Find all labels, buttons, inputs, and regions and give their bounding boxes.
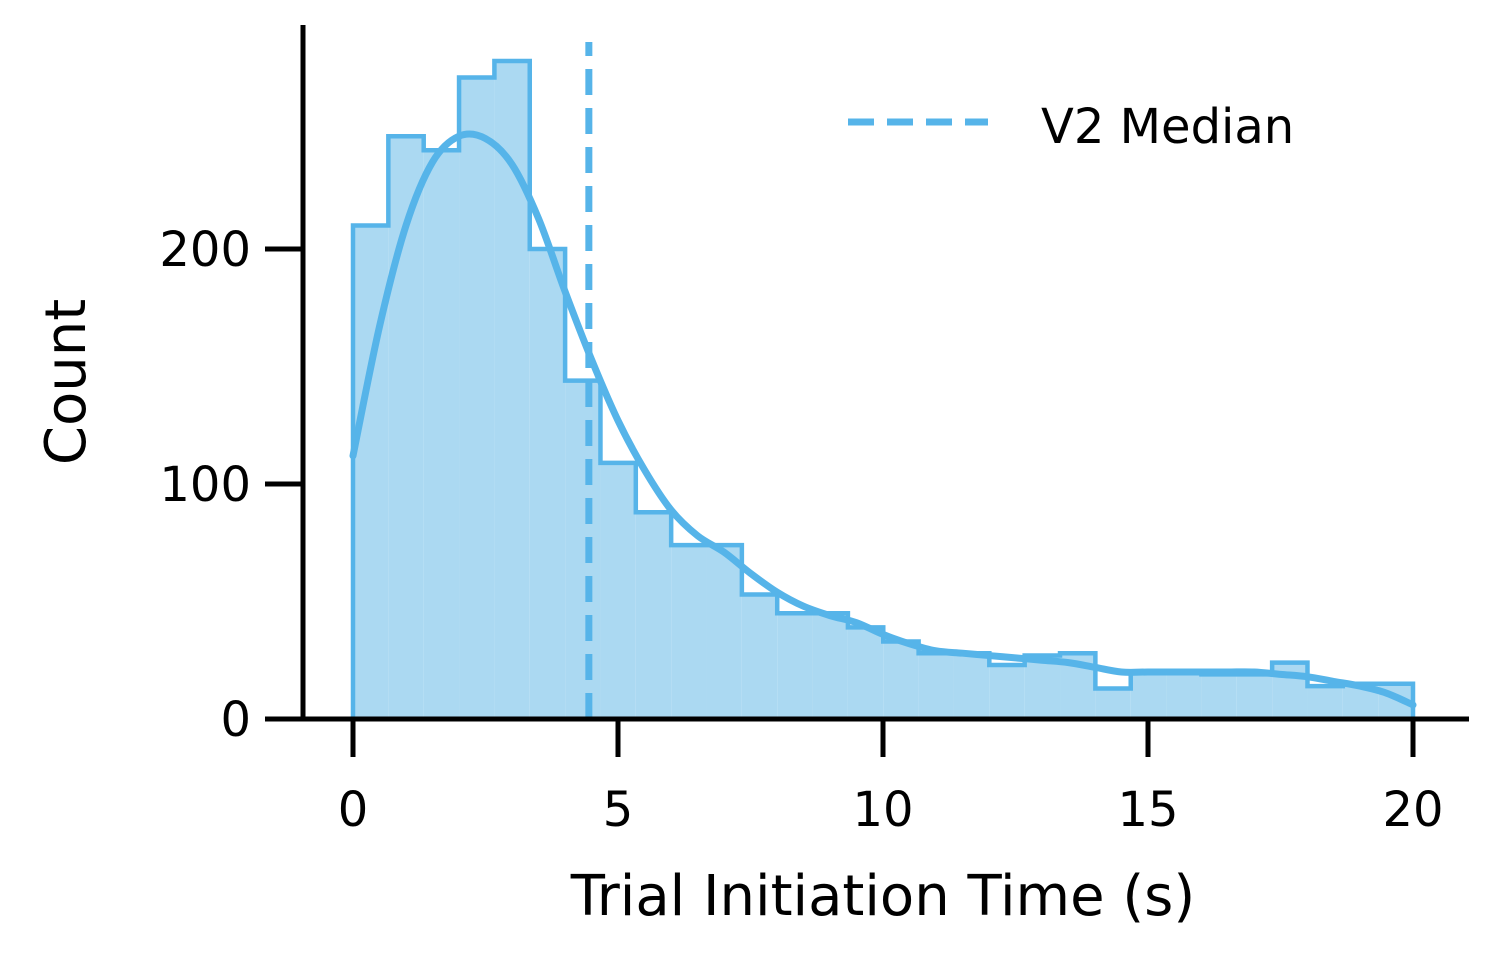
y-tick-label: 100 — [159, 457, 251, 513]
histogram-bar — [812, 613, 848, 719]
histogram-bar — [600, 462, 636, 719]
y-tick-label: 0 — [220, 692, 251, 748]
histogram-bar — [1201, 674, 1237, 719]
histogram-bar — [706, 545, 742, 719]
histogram-bar — [847, 627, 884, 719]
histogram-bar — [635, 512, 672, 719]
x-tick-label: 0 — [338, 782, 369, 838]
histogram-bars — [350, 58, 1416, 720]
x-tick-label: 5 — [603, 782, 634, 838]
histogram-bar — [529, 249, 566, 719]
histogram-bar — [883, 641, 919, 719]
histogram-bar — [741, 594, 778, 719]
histogram-bar — [777, 613, 813, 719]
y-axis-label: Count — [34, 299, 99, 465]
kde-curve — [349, 130, 1417, 709]
x-tick-label: 20 — [1382, 782, 1443, 838]
kde-curve-group — [349, 130, 1417, 709]
histogram-bar — [953, 653, 990, 719]
legend: V2 Median — [848, 99, 1294, 155]
histogram-bar — [1166, 672, 1202, 719]
y-tick-label: 200 — [159, 222, 251, 278]
histogram-bar — [1307, 686, 1343, 719]
histogram-bar — [918, 653, 954, 719]
histogram-bar — [671, 545, 707, 719]
x-tick-label: 15 — [1117, 782, 1178, 838]
histogram-bar — [989, 664, 1025, 719]
histogram-bar — [423, 150, 460, 720]
histogram-bar — [1236, 674, 1273, 719]
histogram-bar — [1130, 672, 1167, 719]
histogram-bar — [565, 380, 601, 719]
histogram-bar — [1095, 688, 1131, 719]
x-tick-label: 10 — [852, 782, 913, 838]
legend-median-label: V2 Median — [1041, 99, 1294, 155]
x-axis-label: Trial Initiation Time (s) — [570, 864, 1195, 929]
histogram-bar — [459, 77, 495, 719]
histogram-bar — [1024, 655, 1061, 719]
